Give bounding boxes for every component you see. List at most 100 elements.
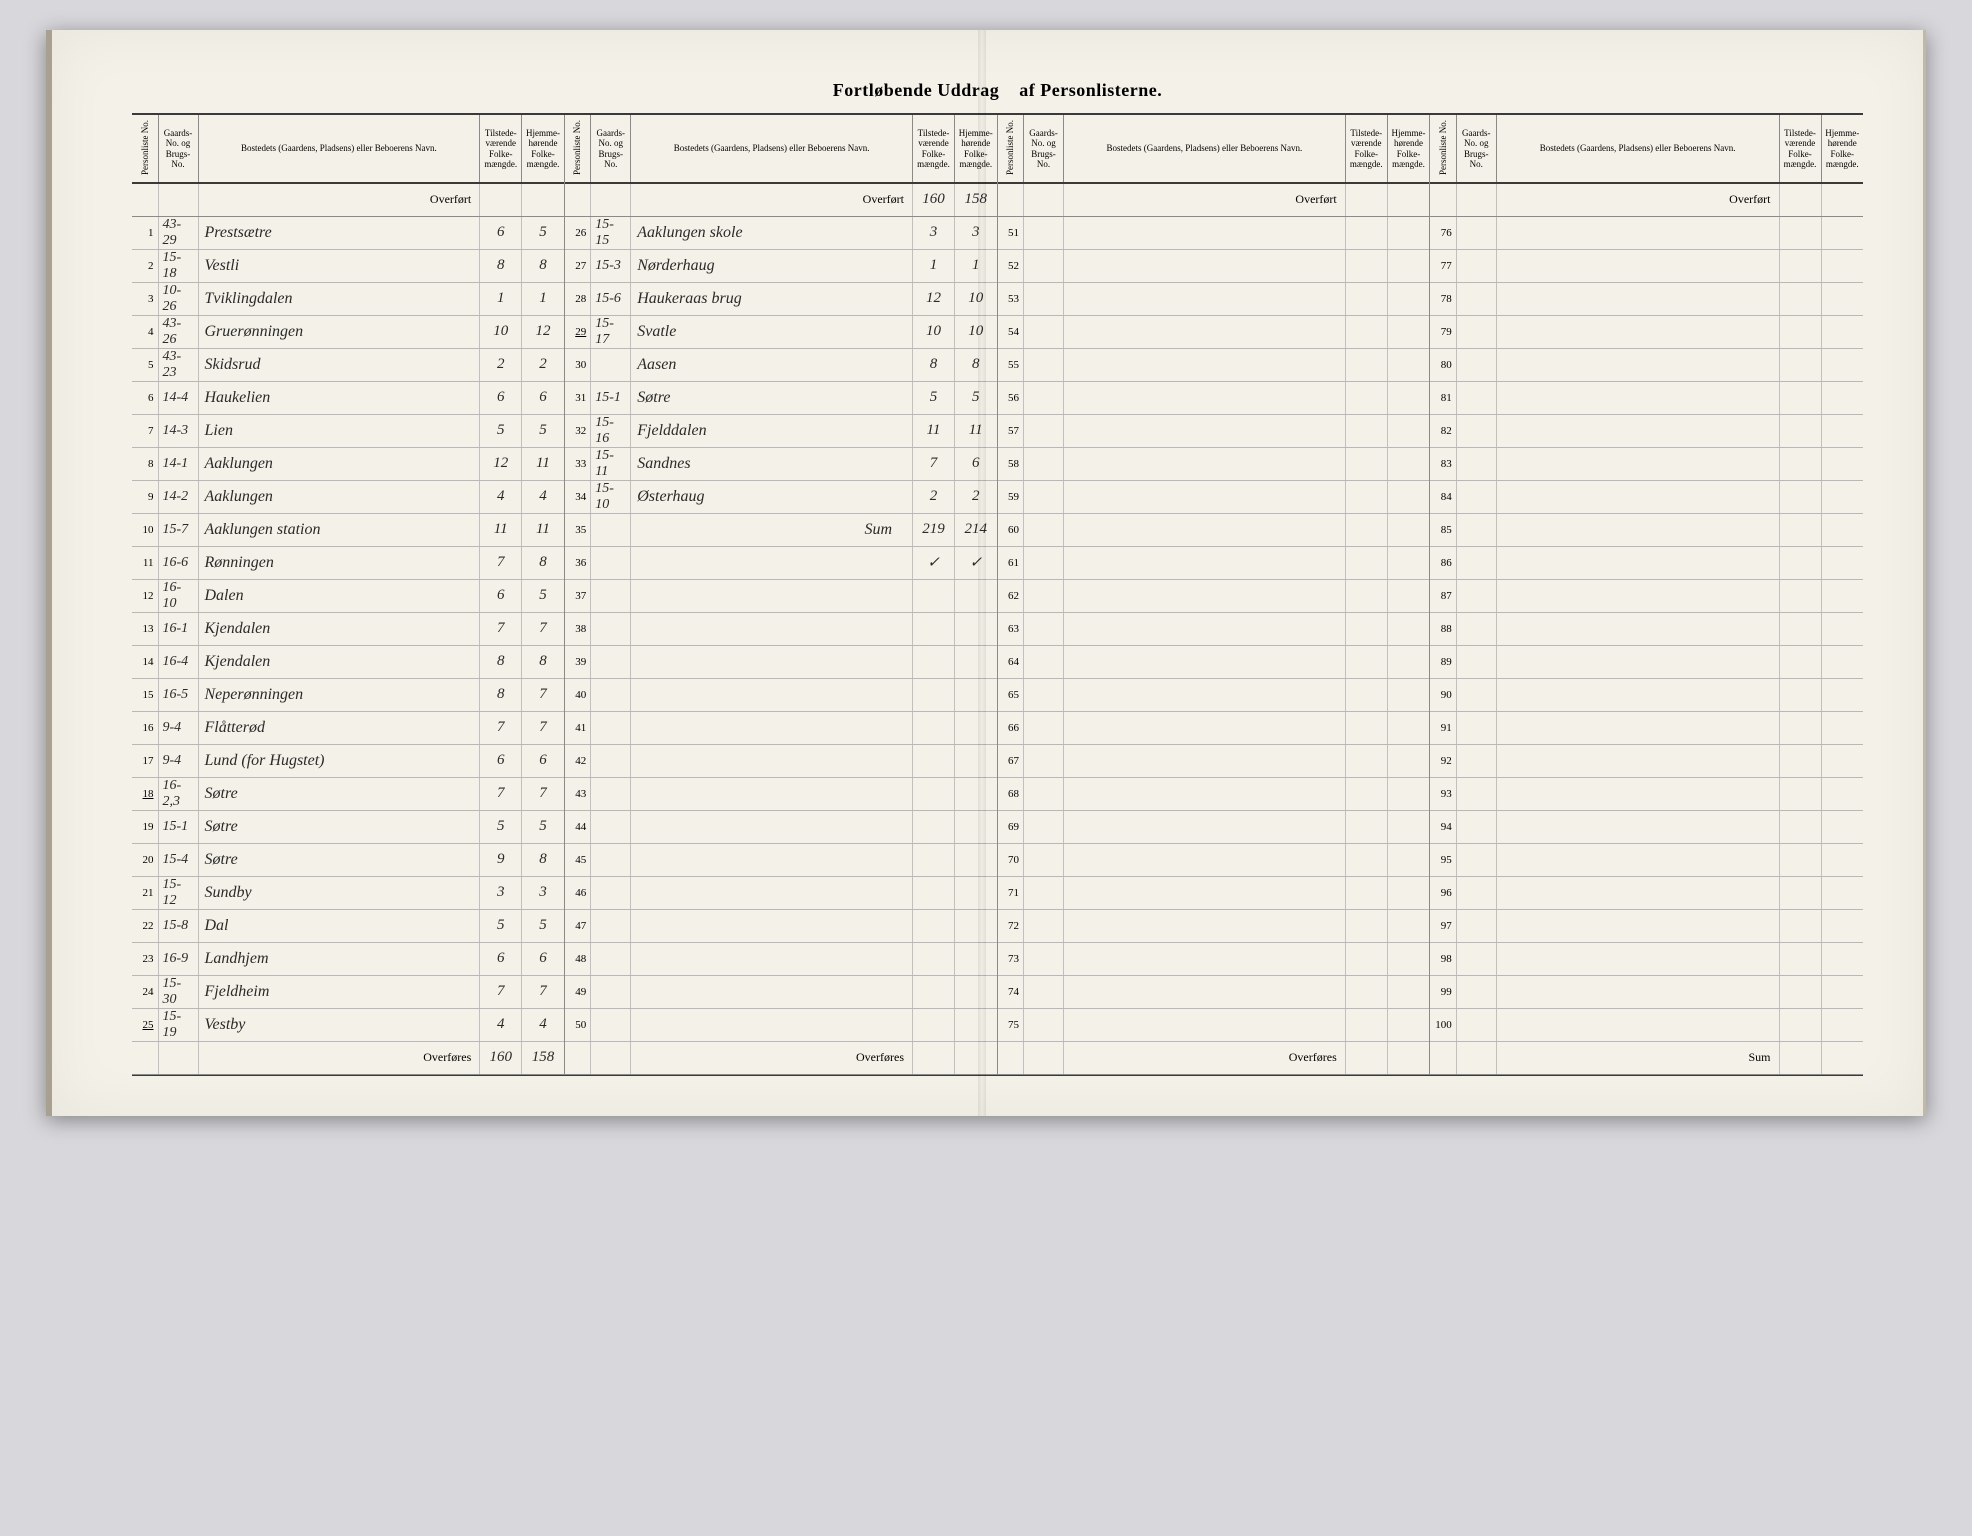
table-row: 98 [1430,942,1863,975]
table-row: 41 [565,711,997,744]
table-row: 60 [998,513,1430,546]
table-row: 73 [998,942,1430,975]
table-row: 3215-16Fjelddalen1111 [565,414,997,447]
ledger-block: Personliste No.Gaards-No. og Brugs-No.Bo… [1430,115,1863,1075]
table-row: 443-26Gruerønningen1012 [132,315,564,348]
ledger-table: Personliste No.Gaards-No. og Brugs-No.Bo… [1430,115,1863,1075]
overfort-label: Overført [1496,183,1779,216]
table-row: 48 [565,942,997,975]
ledger-block: Personliste No.Gaards-No. og Brugs-No.Bo… [132,115,565,1075]
ledger-page: Fortløbende Uddrag af Personlisterne. Per… [46,30,1926,1116]
table-row: 814-1Aaklungen1211 [132,447,564,480]
column-headers: Personliste No.Gaards-No. og Brugs-No.Bo… [132,115,564,183]
ledger-table: Personliste No.Gaards-No. og Brugs-No.Bo… [565,115,997,1075]
table-row: 215-18Vestli88 [132,249,564,282]
table-row: 3315-11Sandnes76 [565,447,997,480]
ledger-block: Personliste No.Gaards-No. og Brugs-No.Bo… [998,115,1431,1075]
table-row: 37 [565,579,997,612]
table-row: 2015-4Søtre98 [132,843,564,876]
overfort-label: Overført [1064,183,1346,216]
table-row: 88 [1430,612,1863,645]
table-row: 85 [1430,513,1863,546]
table-row: 45 [565,843,997,876]
table-row: 77 [1430,249,1863,282]
table-row: 2715-3Nørderhaug11 [565,249,997,282]
table-row: 100 [1430,1008,1863,1041]
table-row: 72 [998,909,1430,942]
table-row: 93 [1430,777,1863,810]
ledger-table: Personliste No.Gaards-No. og Brugs-No.Bo… [132,115,564,1075]
table-row: 1116-6Rønningen78 [132,546,564,579]
table-row: 310-26Tviklingdalen11 [132,282,564,315]
table-row: 2415-30Fjeldheim77 [132,975,564,1008]
title-left: Fortløbende Uddrag [833,80,1000,100]
table-row: 90 [1430,678,1863,711]
table-row: 59 [998,480,1430,513]
table-row: 70 [998,843,1430,876]
carry-over-row: Overføres [998,1041,1430,1074]
overfores-label: Overføres [631,1041,913,1074]
table-row: 96 [1430,876,1863,909]
title-right: af Personlisterne. [1019,80,1162,100]
table-row: 64 [998,645,1430,678]
table-row: 179-4Lund (for Hugstet)66 [132,744,564,777]
carry-forward-row: Overført [998,183,1430,216]
table-row: 68 [998,777,1430,810]
table-row: 53 [998,282,1430,315]
table-row: 1416-4Kjendalen88 [132,645,564,678]
table-row: 42 [565,744,997,777]
table-row: 74 [998,975,1430,1008]
table-row: 46 [565,876,997,909]
table-row: 143-29Prestsætre65 [132,216,564,249]
table-row: 30Aasen88 [565,348,997,381]
table-row: 714-3Lien55 [132,414,564,447]
table-row: 2316-9Landhjem66 [132,942,564,975]
ledger-grid: Personliste No.Gaards-No. og Brugs-No.Bo… [132,113,1863,1076]
table-row: 66 [998,711,1430,744]
table-row: 92 [1430,744,1863,777]
table-row: 543-23Skidsrud22 [132,348,564,381]
table-row: 84 [1430,480,1863,513]
column-headers: Personliste No.Gaards-No. og Brugs-No.Bo… [565,115,997,183]
table-row: 43 [565,777,997,810]
table-row: 87 [1430,579,1863,612]
table-row: 3115-1Søtre55 [565,381,997,414]
carry-over-row: Overføres [565,1041,997,1074]
table-row: 95 [1430,843,1863,876]
table-row: 50 [565,1008,997,1041]
table-row: 169-4Flåtterød77 [132,711,564,744]
table-row: 2215-8Dal55 [132,909,564,942]
table-row: 81 [1430,381,1863,414]
ledger-block: Personliste No.Gaards-No. og Brugs-No.Bo… [565,115,998,1075]
table-row: 47 [565,909,997,942]
table-row: 2615-15Aaklungen skole33 [565,216,997,249]
table-row: 58 [998,447,1430,480]
table-row: 63 [998,612,1430,645]
table-row: 69 [998,810,1430,843]
sum-label: Sum [1496,1041,1779,1074]
table-row: 44 [565,810,997,843]
table-row: 83 [1430,447,1863,480]
page-title: Fortløbende Uddrag af Personlisterne. [132,80,1863,101]
table-row: 2915-17Svatle1010 [565,315,997,348]
table-row: 40 [565,678,997,711]
column-headers: Personliste No.Gaards-No. og Brugs-No.Bo… [1430,115,1863,183]
carry-forward-row: Overført [1430,183,1863,216]
table-row: 1216-10Dalen65 [132,579,564,612]
table-row: 51 [998,216,1430,249]
table-row: 52 [998,249,1430,282]
carry-over-row: Overføres160158 [132,1041,564,1074]
table-row: 67 [998,744,1430,777]
overfort-label: Overført [631,183,913,216]
table-row: 75 [998,1008,1430,1041]
column-headers: Personliste No.Gaards-No. og Brugs-No.Bo… [998,115,1430,183]
table-row: 91 [1430,711,1863,744]
table-row: 49 [565,975,997,1008]
table-row: 2815-6Haukeraas brug1210 [565,282,997,315]
table-row: 614-4Haukelien66 [132,381,564,414]
table-row: 1915-1Søtre55 [132,810,564,843]
table-row: 86 [1430,546,1863,579]
table-row: 35Sum219214 [565,513,997,546]
table-row: 3415-10Østerhaug22 [565,480,997,513]
table-row: 2515-19Vestby44 [132,1008,564,1041]
